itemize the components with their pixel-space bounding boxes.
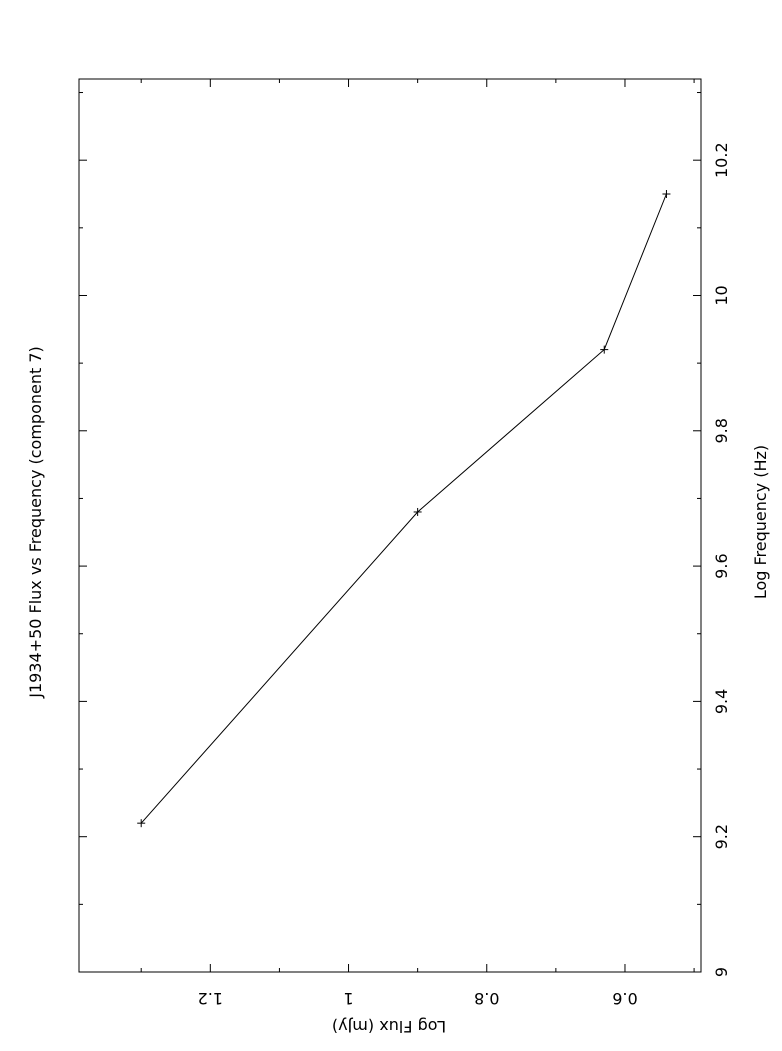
data-point-marker	[413, 507, 422, 516]
y-axis-label: Log Flux (mJy)	[332, 1017, 446, 1036]
x-axis-label: Log Frequency (Hz)	[751, 445, 770, 599]
x-tick-label: 9.8	[712, 418, 731, 443]
chart-title: J1934+50 Flux vs Frequency (component 7)	[26, 346, 45, 699]
x-tick-label: 9.6	[712, 553, 731, 578]
data-point-marker	[137, 819, 146, 828]
y-tick-label: 0.8	[474, 989, 499, 1008]
x-tick-label: 9	[712, 967, 731, 977]
y-tick-label: 1.2	[198, 989, 223, 1008]
x-tick-label: 10.2	[712, 142, 731, 178]
plot-frame	[78, 78, 702, 973]
data-series	[137, 190, 671, 828]
tick-marks	[79, 79, 701, 973]
data-point-marker	[662, 190, 671, 199]
tick-labels: 9 9.2 9.4 9.6 9.8 10 10.2 0.6 0.8 1 1.2	[198, 142, 731, 1008]
series-line	[140, 193, 667, 824]
x-tick-label: 9.4	[712, 689, 731, 714]
x-tick-label: 9.2	[712, 824, 731, 849]
data-point-marker	[600, 345, 609, 354]
y-tick-label: 0.6	[612, 989, 637, 1008]
x-tick-label: 10	[712, 285, 731, 305]
y-tick-label: 1	[343, 989, 353, 1008]
